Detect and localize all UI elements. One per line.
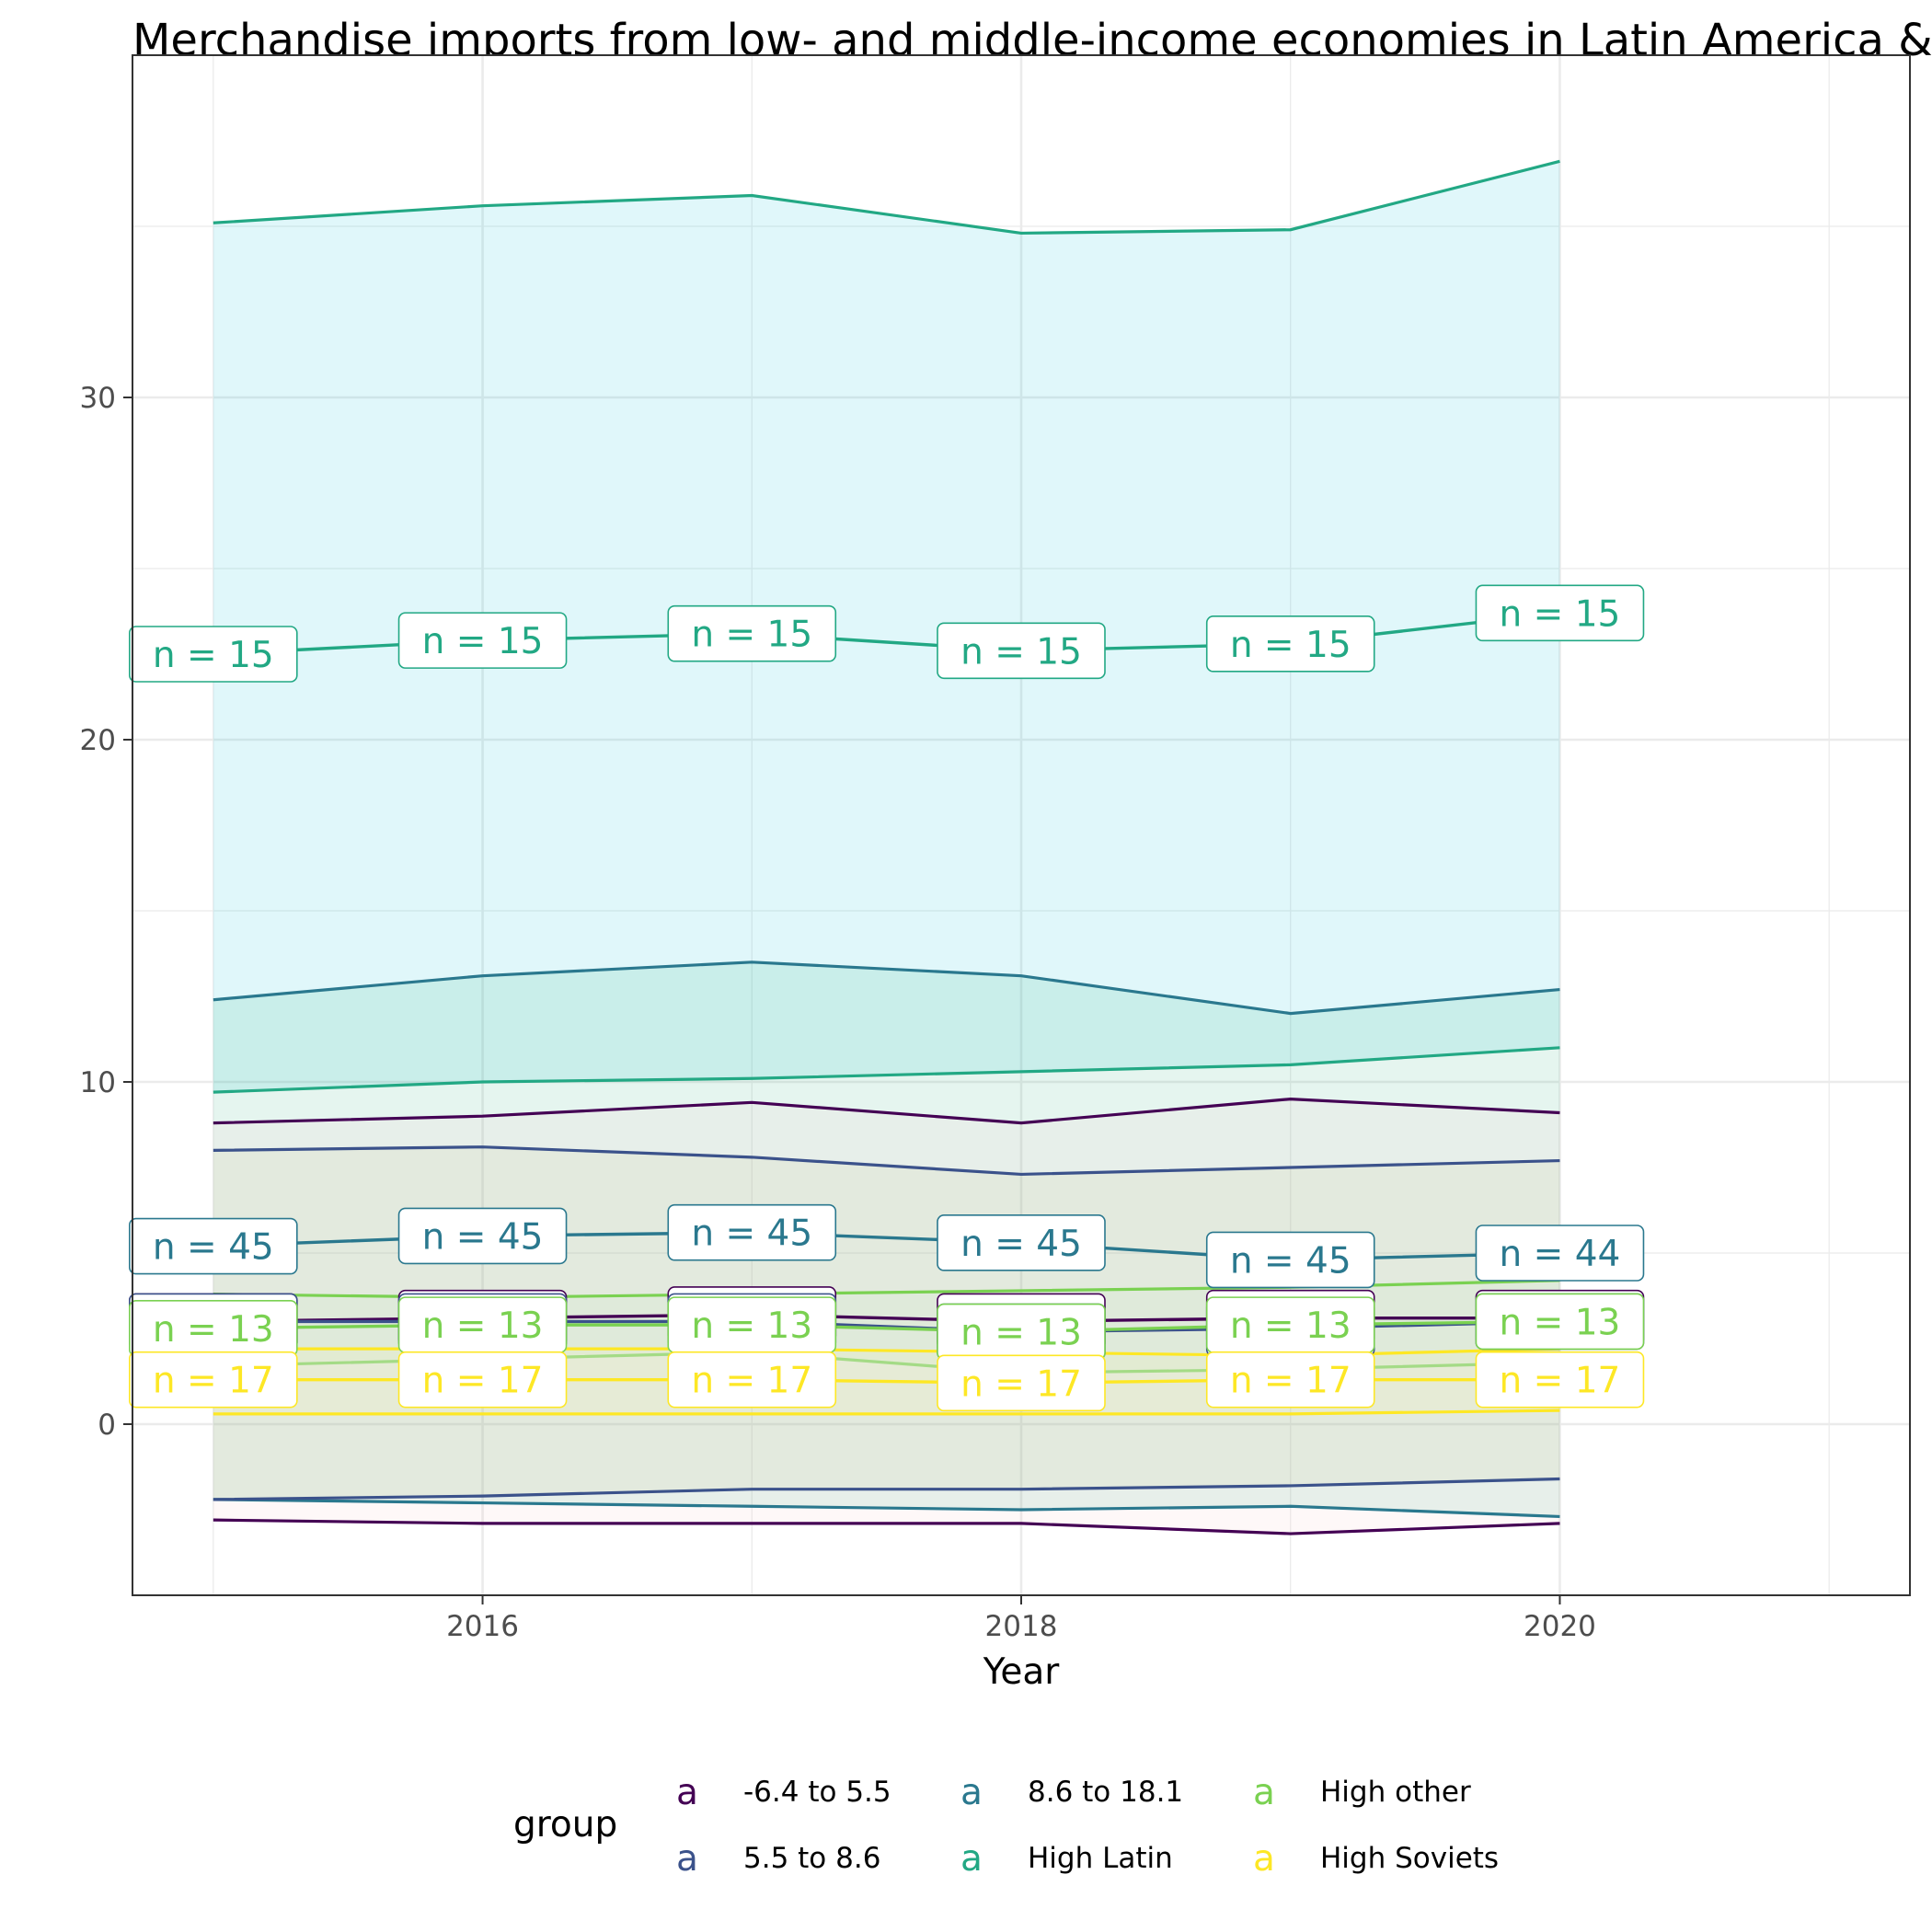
data-label: n = 15 — [960, 631, 1082, 673]
x-axis-title: Year — [983, 1651, 1061, 1693]
plot-area: n = 15 n = 15 n = 15 n = 15 n = 15 n = 15 n = … — [80, 54, 1911, 1643]
legend-label: High Latin — [1028, 1842, 1173, 1875]
data-label: n = 45 — [960, 1224, 1082, 1265]
data-label: n = 17 — [1230, 1361, 1351, 1402]
data-label-box — [397, 1207, 568, 1265]
data-label-box — [937, 622, 1106, 680]
legend-title: group — [513, 1804, 617, 1846]
legend-key: a — [676, 1772, 698, 1813]
lower-bound-line-5.5 to 8.6 — [213, 1477, 1560, 1501]
data-label-box — [1475, 584, 1645, 642]
data-label: n = 45 — [691, 1213, 812, 1255]
y-tick-label: 30 — [80, 382, 116, 415]
data-label: n = 13 — [422, 1305, 544, 1347]
data-label-box — [129, 1351, 298, 1409]
data-label: n = 15 — [153, 635, 274, 676]
data-label-box — [1475, 1293, 1645, 1351]
data-label-box — [1205, 615, 1375, 673]
data-label-box — [937, 1354, 1106, 1412]
data-label-box — [667, 1203, 837, 1261]
data-label-box — [129, 626, 298, 683]
y-tick-label: 0 — [98, 1409, 116, 1442]
data-label: n = 15 — [691, 615, 812, 656]
data-label-box — [397, 612, 568, 669]
legend-label: 5.5 to 8.6 — [743, 1842, 880, 1875]
y-tick-label: 20 — [80, 724, 116, 757]
ribbon-High Latin — [213, 161, 1560, 1093]
data-label: n = 17 — [422, 1361, 544, 1402]
legend-label: High other — [1320, 1776, 1471, 1809]
legend-key: a — [1253, 1772, 1275, 1813]
data-label: n = 45 — [422, 1216, 544, 1258]
data-label: n = 13 — [1500, 1302, 1621, 1343]
data-label: n = 15 — [1230, 625, 1351, 666]
lower-bound-line--6.4 to 5.5 — [213, 1518, 1560, 1535]
upper-bound-line-8.6 to 18.1 — [213, 960, 1560, 1016]
upper-bound-line-5.5 to 8.6 — [213, 1145, 1560, 1177]
data-label-box — [937, 1214, 1106, 1271]
data-label: n = 45 — [153, 1227, 274, 1269]
data-label: n = 17 — [153, 1361, 274, 1402]
data-label: n = 13 — [1230, 1305, 1351, 1347]
legend-label: -6.4 to 5.5 — [743, 1776, 891, 1809]
data-label-box — [1475, 1225, 1645, 1282]
x-tick-label: 2020 — [1524, 1610, 1596, 1643]
legend-key: a — [960, 1772, 983, 1813]
data-label-box — [667, 604, 837, 662]
lower-bound-line-High Latin — [213, 1046, 1560, 1094]
data-label: n = 17 — [960, 1363, 1082, 1405]
lower-bound-line-High Soviets — [213, 1409, 1560, 1416]
x-tick-label: 2016 — [446, 1610, 519, 1643]
y-tick-label: 10 — [80, 1066, 116, 1099]
data-label: n = 15 — [1500, 593, 1621, 635]
data-label: n = 45 — [1230, 1240, 1351, 1282]
data-label: n = 17 — [691, 1361, 812, 1402]
data-label: n = 13 — [153, 1309, 274, 1351]
legend: group a -6.4 to 5.5 a 5.5 to 8.6 a 8.6 to 18.… — [513, 1772, 1499, 1880]
data-label: n = 15 — [422, 621, 544, 662]
data-label-box — [1205, 1231, 1375, 1289]
data-label: n = 13 — [960, 1313, 1082, 1354]
x-tick-label: 2018 — [985, 1610, 1058, 1643]
data-label-box — [1475, 1351, 1645, 1409]
data-label-layer: n = 15 n = 15 n = 15 n = 15 n = 15 n = 15 n = … — [129, 584, 1645, 1412]
data-label-box — [397, 1351, 568, 1409]
data-label-box — [129, 1217, 298, 1275]
upper-bound-line--6.4 to 5.5 — [213, 1097, 1560, 1125]
data-label: n = 44 — [1500, 1234, 1621, 1275]
data-label-box — [1205, 1351, 1375, 1409]
legend-label: 8.6 to 18.1 — [1028, 1776, 1183, 1809]
upper-bound-line-High Latin — [213, 159, 1560, 236]
data-label: n = 13 — [691, 1305, 812, 1347]
legend-key: a — [676, 1838, 698, 1880]
legend-key: a — [960, 1838, 983, 1880]
lower-bound-line-8.6 to 18.1 — [213, 1498, 1560, 1519]
data-label-box — [667, 1351, 837, 1409]
legend-label: High Soviets — [1320, 1842, 1499, 1875]
legend-key: a — [1253, 1838, 1275, 1880]
data-label: n = 17 — [1500, 1361, 1621, 1402]
